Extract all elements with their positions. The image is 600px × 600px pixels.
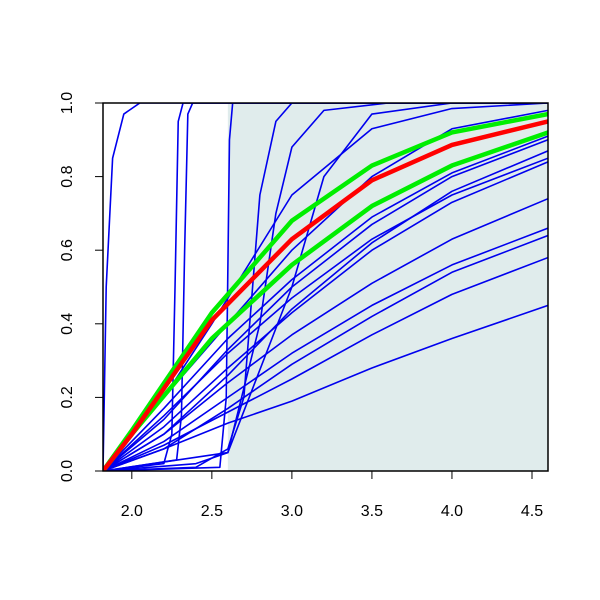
x-tick-label: 2.0 [121,503,143,520]
curve [103,103,548,471]
curve [103,103,548,471]
curve [103,103,548,471]
y-tick-label: 0.2 [59,386,76,408]
curve [103,103,548,471]
plot-frame [102,102,549,472]
x-tick-label: 4.5 [521,503,543,520]
shaded-region [227,103,548,471]
curve [103,157,548,471]
curve [103,139,548,471]
curve [103,234,548,471]
y-tick-label: 1.0 [59,92,76,114]
curve [103,227,548,471]
curve [103,103,548,471]
curve [103,135,548,471]
x-tick-label: 3.5 [361,503,383,520]
x-tick-label: 3.0 [281,503,303,520]
y-tick-label: 0.0 [59,460,76,482]
y-tick-label: 0.8 [59,165,76,187]
y-tick-label: 0.4 [59,313,76,335]
curve [103,161,548,471]
y-tick-label: 0.6 [59,239,76,261]
plot-area [103,103,548,471]
curve [103,150,548,471]
curve [103,119,548,471]
x-tick-label: 4.0 [441,503,463,520]
curve [103,256,548,471]
x-tick-label: 2.5 [201,503,223,520]
